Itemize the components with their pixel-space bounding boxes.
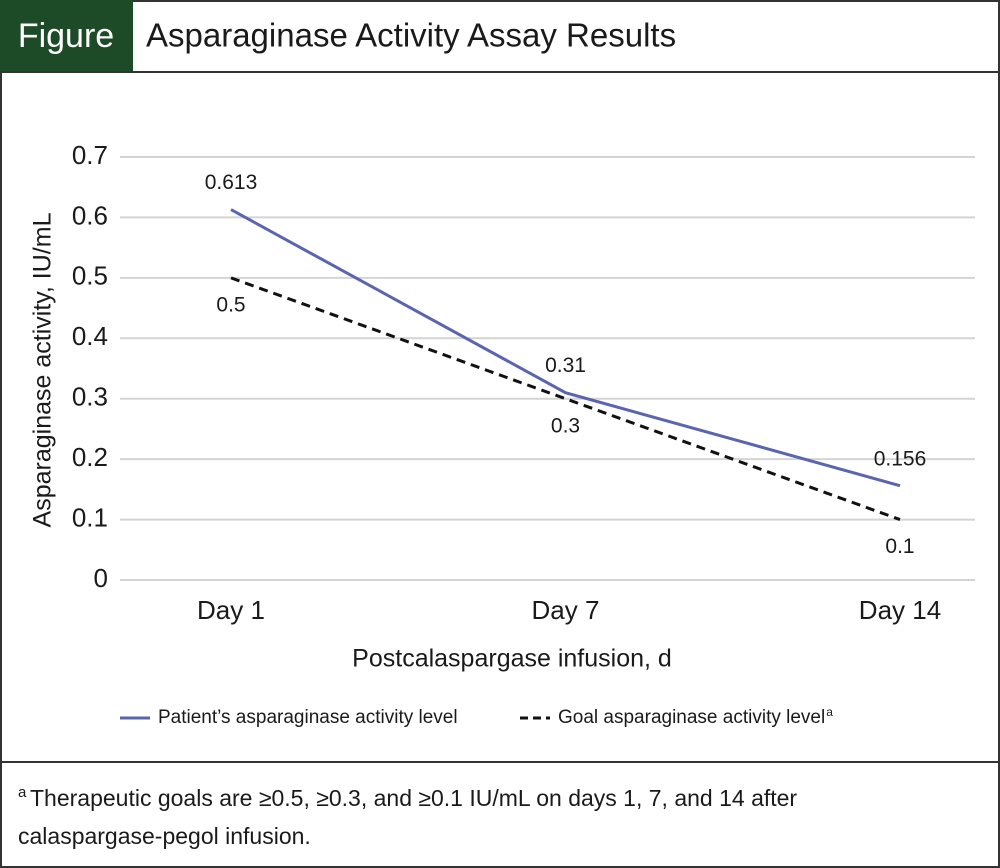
y-axis-title: Asparaginase activity, IU/mL <box>29 212 57 527</box>
footnote-text: Therapeutic goals are ≥0.5, ≥0.3, and ≥0… <box>30 785 797 811</box>
data-label: 0.156 <box>874 447 927 470</box>
y-tick-label: 0.4 <box>72 321 108 351</box>
y-tick-label: 0.3 <box>72 382 108 412</box>
data-label: 0.1 <box>885 535 914 558</box>
x-tick-label: Day 7 <box>532 595 600 625</box>
y-tick-label: 0.1 <box>72 502 108 532</box>
legend-label: Patient’s asparaginase activity level <box>158 707 458 728</box>
y-tick-label: 0.7 <box>72 140 108 170</box>
legend-superscript: a <box>826 705 833 719</box>
data-label: 0.31 <box>545 354 586 377</box>
y-tick-label: 0.5 <box>72 261 108 291</box>
y-tick-label: 0 <box>94 563 108 593</box>
x-tick-label: Day 1 <box>197 595 265 625</box>
x-axis-title: Postcalaspargase infusion, d <box>352 645 672 673</box>
data-label: 0.5 <box>216 293 245 316</box>
legend-label: Goal asparaginase activity level <box>558 707 825 728</box>
footnote-text: calaspargase-pegol infusion. <box>18 823 311 849</box>
chart-title: Asparaginase Activity Assay Results <box>146 17 676 54</box>
series-line <box>230 208 901 488</box>
data-label: 0.613 <box>205 171 258 194</box>
y-tick-label: 0.2 <box>72 442 108 472</box>
x-tick-label: Day 14 <box>859 595 941 625</box>
data-label: 0.3 <box>551 414 580 437</box>
series-line <box>230 276 901 521</box>
figure-label: Figure <box>18 17 114 55</box>
y-tick-label: 0.6 <box>72 200 108 230</box>
figure-label-box <box>0 0 133 72</box>
footnote-marker: a <box>18 784 27 801</box>
